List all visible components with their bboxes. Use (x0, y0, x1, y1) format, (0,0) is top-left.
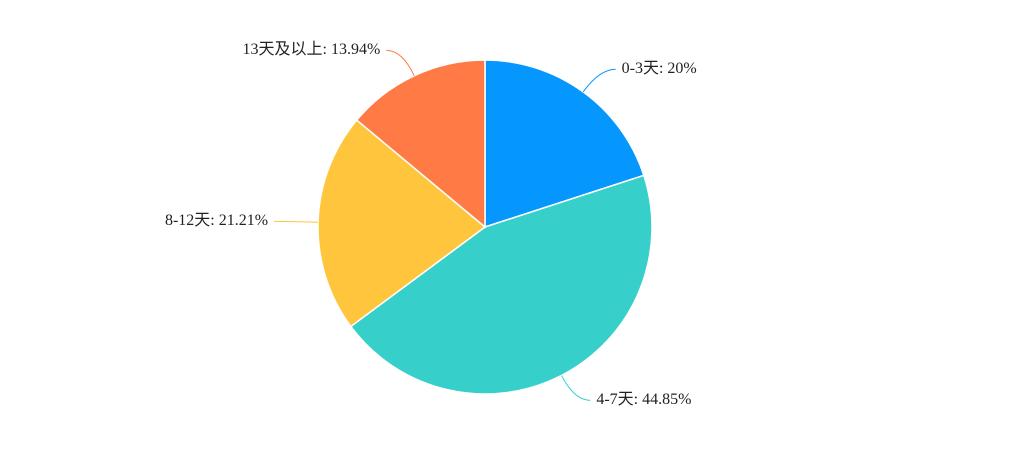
pie-slice (317, 119, 487, 328)
pie-slice (349, 174, 653, 395)
data-label: 4-7天: 44.85% (596, 391, 691, 408)
label-line (386, 49, 415, 76)
label-line (274, 220, 319, 223)
label-line (561, 375, 591, 401)
pie-slice (355, 59, 486, 229)
label-line (582, 68, 616, 93)
pie-slice (484, 59, 645, 229)
data-label: 0-3天: 20% (622, 60, 697, 77)
data-label: 13天及以上: 13.94% (243, 40, 381, 58)
data-label: 8-12天: 21.21% (165, 212, 268, 229)
